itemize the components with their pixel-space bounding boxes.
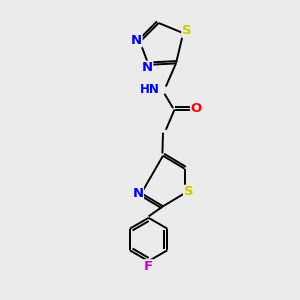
Text: S: S <box>182 24 191 37</box>
Text: N: N <box>132 187 143 200</box>
Text: S: S <box>184 185 193 198</box>
Text: N: N <box>131 34 142 47</box>
Text: O: O <box>190 102 202 115</box>
Text: N: N <box>142 61 153 74</box>
Text: HN: HN <box>140 83 160 96</box>
Text: F: F <box>144 260 153 273</box>
